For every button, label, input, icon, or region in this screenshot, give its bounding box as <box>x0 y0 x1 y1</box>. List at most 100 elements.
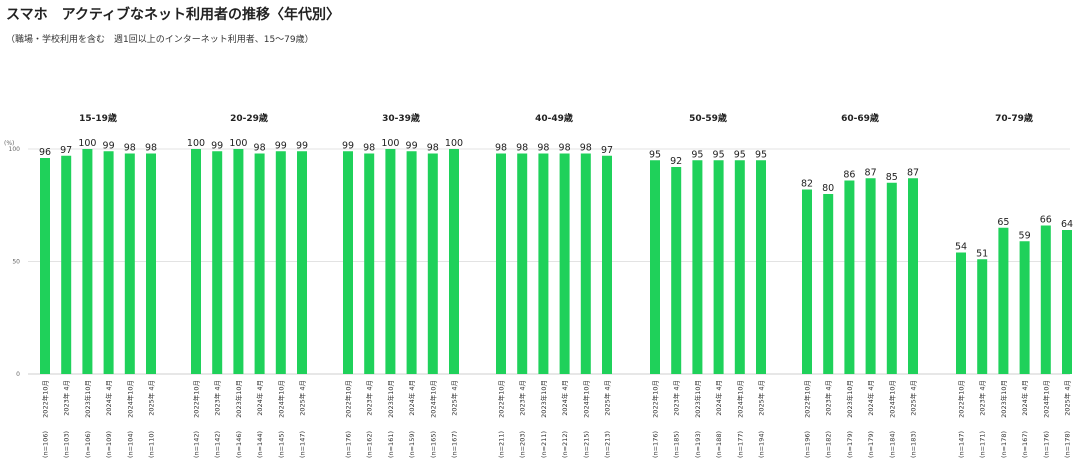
bar-4-5 <box>580 153 591 374</box>
category-label-5-5: 2024年10月 <box>735 380 744 418</box>
sample-size-label-7-5: (n=176) <box>1042 431 1050 458</box>
bar-2-2 <box>212 151 223 374</box>
category-label-3-6: 2025年 4月 <box>450 380 459 416</box>
sample-size-label-6-6: (n=183) <box>910 431 918 458</box>
bar-5-1 <box>650 160 660 374</box>
value-label-1-1: 96 <box>39 147 51 158</box>
sample-size-label-4-1: (n=211) <box>498 431 506 458</box>
bar-2-4 <box>254 153 265 374</box>
group-title-5: 50-59歳 <box>689 112 727 124</box>
bar-1-2 <box>61 155 72 374</box>
bar-6-1 <box>802 189 812 374</box>
sample-size-label-7-1: (n=147) <box>958 431 966 458</box>
sample-size-label-1-6: (n=110) <box>148 431 156 458</box>
group-title-7: 70-79歳 <box>995 112 1033 124</box>
category-label-7-2: 2023年 4月 <box>978 380 987 416</box>
sample-size-label-2-2: (n=142) <box>214 431 222 458</box>
category-label-1-6: 2025年 4月 <box>147 380 156 416</box>
sample-size-label-6-1: (n=196) <box>804 431 812 458</box>
sample-size-label-3-1: (n=176) <box>345 431 353 458</box>
category-label-4-3: 2023年10月 <box>539 380 548 418</box>
sample-size-label-4-5: (n=215) <box>582 431 590 458</box>
value-label-3-5: 98 <box>427 143 439 154</box>
bar-7-5 <box>1040 225 1051 374</box>
bar-2-3 <box>233 149 244 374</box>
category-label-4-2: 2023年 4月 <box>518 380 527 416</box>
value-label-7-3: 65 <box>997 217 1009 228</box>
category-label-1-2: 2023年 4月 <box>62 380 71 416</box>
value-label-4-5: 98 <box>580 143 592 154</box>
bar-7-2 <box>977 259 988 374</box>
bar-3-1 <box>343 151 353 374</box>
sample-size-label-2-4: (n=144) <box>256 431 264 458</box>
bar-6-5 <box>886 182 897 374</box>
bar-1-5 <box>124 153 135 374</box>
y-tick-label-0: 0 <box>16 371 20 378</box>
category-label-3-5: 2024年10月 <box>428 380 437 418</box>
value-label-2-6: 99 <box>296 140 308 151</box>
bar-7-6 <box>1062 230 1072 374</box>
sample-size-label-1-5: (n=104) <box>126 431 134 458</box>
value-label-6-3: 86 <box>843 170 855 181</box>
bar-2-6 <box>297 151 307 374</box>
category-label-7-5: 2024年10月 <box>1041 380 1050 418</box>
bar-4-4 <box>559 153 570 374</box>
sample-size-label-3-6: (n=167) <box>451 431 459 458</box>
value-label-5-2: 92 <box>670 156 682 167</box>
category-label-1-5: 2024年10月 <box>125 380 134 418</box>
sample-size-label-6-2: (n=182) <box>825 431 833 458</box>
value-label-2-1: 100 <box>187 138 205 149</box>
category-label-6-2: 2023年 4月 <box>824 380 833 416</box>
sample-size-label-6-5: (n=184) <box>888 431 896 458</box>
value-label-7-1: 54 <box>955 242 967 253</box>
value-label-2-5: 99 <box>275 140 287 151</box>
chart-title: スマホ アクティブなネット利用者の推移〈年代別〉 <box>6 7 341 23</box>
group-title-2: 20-29歳 <box>230 112 268 124</box>
bar-2-5 <box>275 151 286 374</box>
sample-size-label-4-2: (n=203) <box>519 431 527 458</box>
bar-4-3 <box>538 153 549 374</box>
value-label-7-4: 59 <box>1019 230 1031 241</box>
sample-size-label-3-5: (n=165) <box>429 431 437 458</box>
bar-4-2 <box>517 153 528 374</box>
value-label-4-2: 98 <box>516 143 528 154</box>
value-label-4-1: 98 <box>495 143 507 154</box>
bar-7-1 <box>956 252 966 374</box>
sample-size-label-5-2: (n=185) <box>673 431 681 458</box>
category-label-2-4: 2024年 4月 <box>255 380 264 416</box>
bar-2-1 <box>191 149 201 374</box>
value-label-6-6: 87 <box>907 167 919 178</box>
value-label-5-4: 95 <box>713 149 725 160</box>
category-label-5-3: 2023年10月 <box>693 380 702 418</box>
value-label-5-1: 95 <box>649 149 661 160</box>
value-label-7-6: 64 <box>1061 219 1073 230</box>
bar-3-5 <box>427 153 438 374</box>
category-label-1-1: 2022年10月 <box>41 380 50 418</box>
bar-6-2 <box>823 194 834 374</box>
category-label-2-5: 2024年10月 <box>276 380 285 418</box>
sample-size-label-2-6: (n=147) <box>299 431 307 458</box>
category-label-7-3: 2023年10月 <box>999 380 1008 418</box>
value-label-1-4: 99 <box>103 140 115 151</box>
bar-5-3 <box>692 160 703 374</box>
category-label-6-5: 2024年10月 <box>887 380 896 418</box>
bar-6-6 <box>908 178 918 374</box>
value-label-3-6: 100 <box>445 138 463 149</box>
sample-size-label-6-3: (n=179) <box>846 431 854 458</box>
value-label-5-6: 95 <box>755 149 767 160</box>
value-label-7-2: 51 <box>976 248 988 259</box>
value-label-3-2: 98 <box>363 143 375 154</box>
bar-1-1 <box>40 158 50 374</box>
bar-5-4 <box>713 160 724 374</box>
value-label-4-6: 97 <box>601 145 613 156</box>
sample-size-label-7-3: (n=178) <box>1000 431 1008 458</box>
category-label-4-4: 2024年 4月 <box>560 380 569 416</box>
value-label-6-5: 85 <box>886 172 898 183</box>
category-label-6-1: 2022年10月 <box>803 380 812 418</box>
category-label-5-2: 2023年 4月 <box>672 380 681 416</box>
value-label-3-4: 99 <box>406 140 418 151</box>
y-tick-label-50: 50 <box>12 259 20 266</box>
value-label-1-6: 98 <box>145 143 157 154</box>
sample-size-label-3-4: (n=159) <box>408 431 416 458</box>
value-label-2-4: 98 <box>254 143 266 154</box>
